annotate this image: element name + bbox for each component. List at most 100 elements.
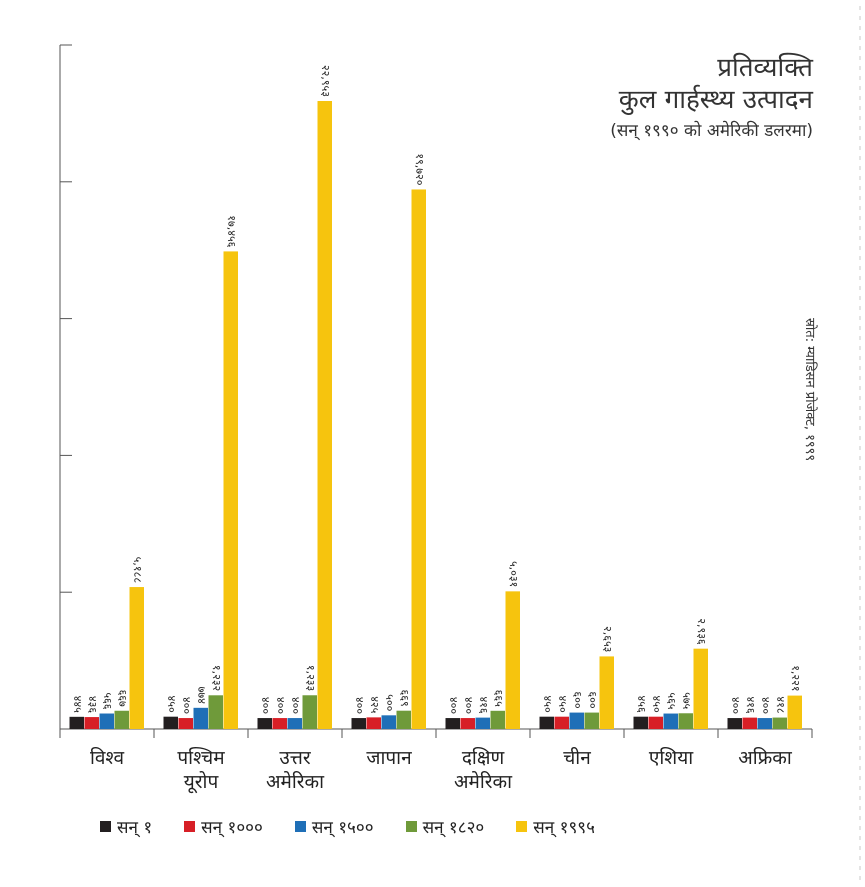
bar-year-1995-0	[129, 587, 144, 729]
bar-year-1-2	[257, 718, 272, 729]
value-label-year-1000-2: ४००	[274, 697, 287, 714]
value-label-year-1000-5: ४५०	[556, 696, 569, 713]
bar-year-1820-5	[584, 712, 599, 729]
bar-year-1500-7	[757, 718, 772, 729]
bar-year-1995-6	[693, 648, 708, 729]
legend-swatch-year-1500	[294, 821, 306, 832]
value-label-year-1000-3: ४२५	[368, 696, 381, 713]
value-label-year-1500-4: ४१६	[477, 696, 490, 713]
value-label-year-1-0: ४४५	[71, 696, 84, 713]
category-label-6-0: एशिया	[649, 746, 694, 769]
bar-year-1820-3	[396, 710, 411, 729]
bar-year-1-6	[633, 716, 648, 729]
value-label-year-1820-1: १,२३२	[210, 665, 223, 691]
value-label-year-1820-7: ४१८	[774, 696, 787, 713]
value-label-year-1-4: ४००	[447, 697, 460, 714]
legend-label-year-1500: सन् १५००	[311, 818, 374, 838]
legend-item-year-1820: सन् १८२०	[405, 815, 485, 838]
bar-year-1995-3	[411, 189, 426, 729]
value-label-year-1000-4: ४००	[462, 697, 475, 714]
bar-year-1820-1	[208, 695, 223, 729]
value-label-year-1500-6: ५६५	[665, 692, 678, 709]
value-label-year-1500-0: ५६६	[101, 692, 114, 709]
legend-swatch-year-1	[100, 821, 111, 832]
legend-label-year-1000: सन् १०००	[201, 818, 263, 838]
bar-year-1000-5	[554, 716, 569, 729]
bar-year-1000-6	[648, 716, 663, 729]
category-label-7-0: अफ्रिका	[738, 746, 793, 769]
legend-label-year-1: सन् १	[117, 818, 153, 838]
value-label-year-1-5: ४५०	[541, 696, 554, 713]
bar-year-1500-5	[569, 712, 584, 729]
bar-year-1995-2	[317, 101, 332, 729]
value-label-year-1820-3: ६६९	[398, 690, 411, 707]
value-label-year-1-7: ४००	[729, 697, 742, 714]
value-label-year-1995-6: २,९३६	[695, 618, 708, 645]
value-label-year-1820-0: ६६७	[116, 690, 129, 707]
value-label-year-1-6: ४५६	[635, 696, 648, 713]
bar-year-1820-4	[490, 710, 505, 729]
value-label-year-1500-3: ५००	[383, 694, 396, 711]
bar-year-1000-3	[366, 717, 381, 729]
bar-year-1000-0	[84, 717, 99, 729]
bar-year-1-3	[351, 718, 366, 729]
legend-label-year-1820: सन् १८२०	[422, 818, 485, 838]
legend: सन् १ सन् १००० सन् १५०० सन् १८२० सन् १९९…	[100, 815, 595, 838]
bar-year-1995-7	[787, 695, 802, 729]
bar-year-1500-4	[475, 717, 490, 729]
category-label-3-0: जापान	[366, 747, 412, 769]
category-label-4-0: दक्षिण	[462, 746, 505, 769]
bar-year-1500-3	[381, 715, 396, 729]
chart-subtitle: (सन् १९९० को अमेरिकी डलरमा)	[610, 121, 813, 141]
legend-item-year-1500: सन् १५००	[294, 815, 374, 838]
chart-title: प्रतिव्यक्ति कुल गार्हस्थ्य उत्पादन (सन्…	[610, 52, 813, 144]
bar-year-1000-7	[742, 717, 757, 729]
bar-year-1995-5	[599, 656, 614, 729]
bar-year-1000-2	[272, 718, 287, 729]
bars-group	[69, 101, 802, 729]
legend-item-year-1995: सन् १९९५	[516, 815, 595, 838]
value-label-year-1500-7: ४००	[759, 697, 772, 714]
value-label-year-1820-6: ५७५	[680, 692, 693, 709]
category-label-4-1: अमेरिका	[454, 770, 513, 793]
bar-year-1995-4	[505, 591, 520, 729]
legend-swatch-year-1995	[516, 821, 528, 832]
category-label-2-0: उत्तर	[279, 747, 312, 769]
value-label-year-1995-3: १९,७२०	[413, 153, 426, 185]
value-label-year-1000-0: ४३६	[86, 696, 99, 713]
page-edge-dots	[859, 6, 861, 880]
bar-year-1-1	[163, 716, 178, 729]
value-label-year-1995-1: १७,४५६	[225, 215, 238, 247]
bar-year-1820-6	[678, 713, 693, 729]
value-label-year-1995-0: ५,१८८	[131, 557, 144, 584]
chart-title-line1: प्रतिव्यक्ति	[717, 53, 813, 83]
legend-item-year-1: सन् १	[100, 815, 152, 838]
value-label-year-1500-5: ६००	[571, 691, 584, 708]
value-label-year-1820-2: १,२३३	[304, 665, 317, 691]
bar-year-1820-0	[114, 710, 129, 729]
category-label-2-1: अमेरिका	[266, 770, 325, 793]
legend-swatch-year-1000	[184, 821, 196, 832]
bar-year-1995-1	[223, 251, 238, 729]
value-label-year-1820-4: ६६५	[492, 690, 505, 707]
bar-year-1000-1	[178, 718, 193, 729]
value-label-year-1-1: ४५०	[165, 696, 178, 713]
bar-year-1820-2	[302, 695, 317, 729]
value-label-year-1500-2: ४००	[289, 697, 302, 714]
legend-label-year-1995: सन् १९९५	[533, 818, 595, 838]
value-label-year-1000-1: ४००	[180, 697, 193, 714]
source-note: स्रोत: म्याडिसन प्रोजेक्ट, १९९९	[802, 318, 817, 462]
category-label-0-0: विश्व	[90, 746, 125, 769]
category-label-1-1: यूरोप	[184, 770, 220, 794]
chart-title-line2: कुल गार्हस्थ्य उत्पादन	[618, 85, 813, 115]
value-label-year-1995-5: २,६५३	[601, 626, 614, 652]
value-label-year-1995-7: १,२२१	[789, 665, 802, 691]
value-label-year-1000-6: ४५०	[650, 696, 663, 713]
bar-year-1-0	[69, 716, 84, 729]
bar-year-1820-7	[772, 717, 787, 729]
bar-year-1-4	[445, 718, 460, 729]
category-label-5-0: चीन	[563, 746, 591, 769]
